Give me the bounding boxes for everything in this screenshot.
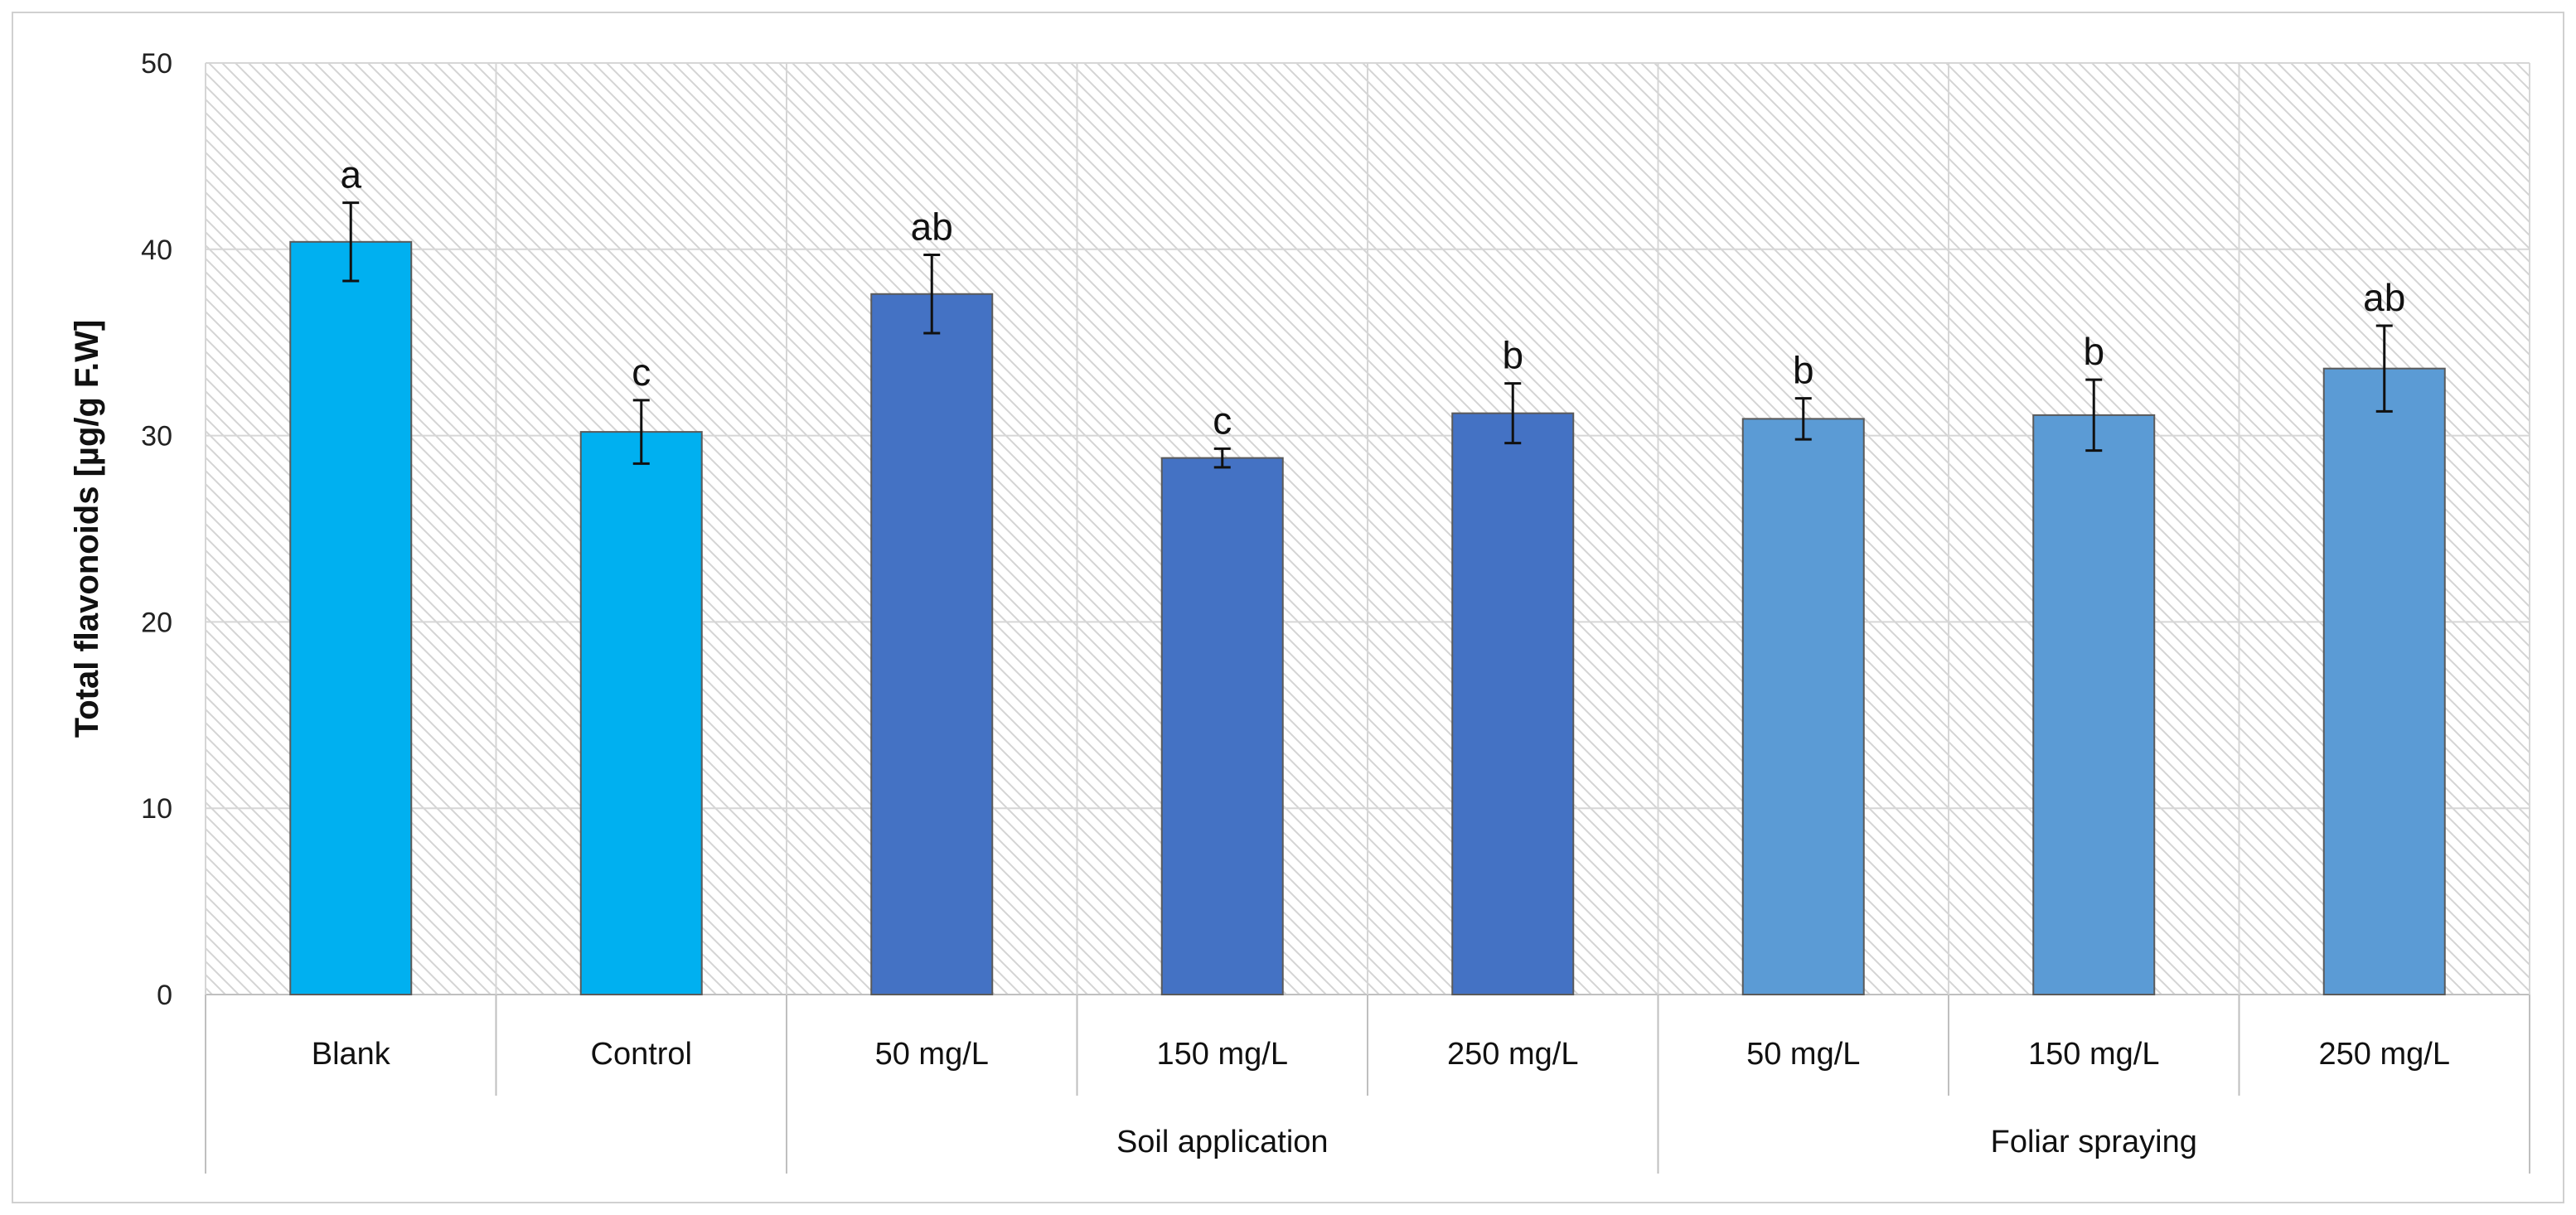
bar bbox=[1741, 418, 1865, 996]
x-category-label: 150 mg/L bbox=[1157, 1037, 1288, 1072]
y-tick-label: 20 bbox=[141, 607, 172, 638]
x-category-label: 250 mg/L bbox=[2319, 1037, 2450, 1072]
x-group-label: Foliar spraying bbox=[1991, 1125, 2197, 1159]
y-axis-title: Total flavonoids [µg/g F.W] bbox=[69, 320, 105, 738]
bar bbox=[870, 293, 994, 995]
x-category-label: Control bbox=[591, 1037, 693, 1072]
significance-letter: c bbox=[1213, 399, 1232, 442]
bar bbox=[289, 240, 413, 996]
bar bbox=[2322, 367, 2446, 995]
significance-letter: c bbox=[632, 351, 651, 394]
x-category-label: 250 mg/L bbox=[1447, 1037, 1578, 1072]
significance-letter: ab bbox=[2363, 276, 2405, 319]
y-tick-label: 0 bbox=[157, 980, 172, 1011]
significance-letter: b bbox=[1502, 334, 1523, 377]
significance-letter: b bbox=[1793, 349, 1814, 392]
y-tick-label: 50 bbox=[141, 48, 172, 80]
y-tick-label: 40 bbox=[141, 235, 172, 266]
x-category-label: Blank bbox=[312, 1037, 391, 1072]
y-tick-label: 30 bbox=[141, 421, 172, 453]
bar bbox=[579, 431, 703, 995]
x-category-label: 50 mg/L bbox=[1746, 1037, 1860, 1072]
bar bbox=[1160, 457, 1284, 995]
x-category-label: 150 mg/L bbox=[2028, 1037, 2159, 1072]
bar bbox=[2032, 414, 2156, 995]
y-tick-label: 10 bbox=[141, 793, 172, 825]
significance-letter: a bbox=[340, 153, 361, 196]
x-group-label: Soil application bbox=[1116, 1125, 1329, 1159]
bar bbox=[1451, 412, 1575, 995]
x-category-label: 50 mg/L bbox=[875, 1037, 989, 1072]
significance-letter: b bbox=[2083, 330, 2104, 373]
significance-letter: ab bbox=[911, 206, 953, 249]
